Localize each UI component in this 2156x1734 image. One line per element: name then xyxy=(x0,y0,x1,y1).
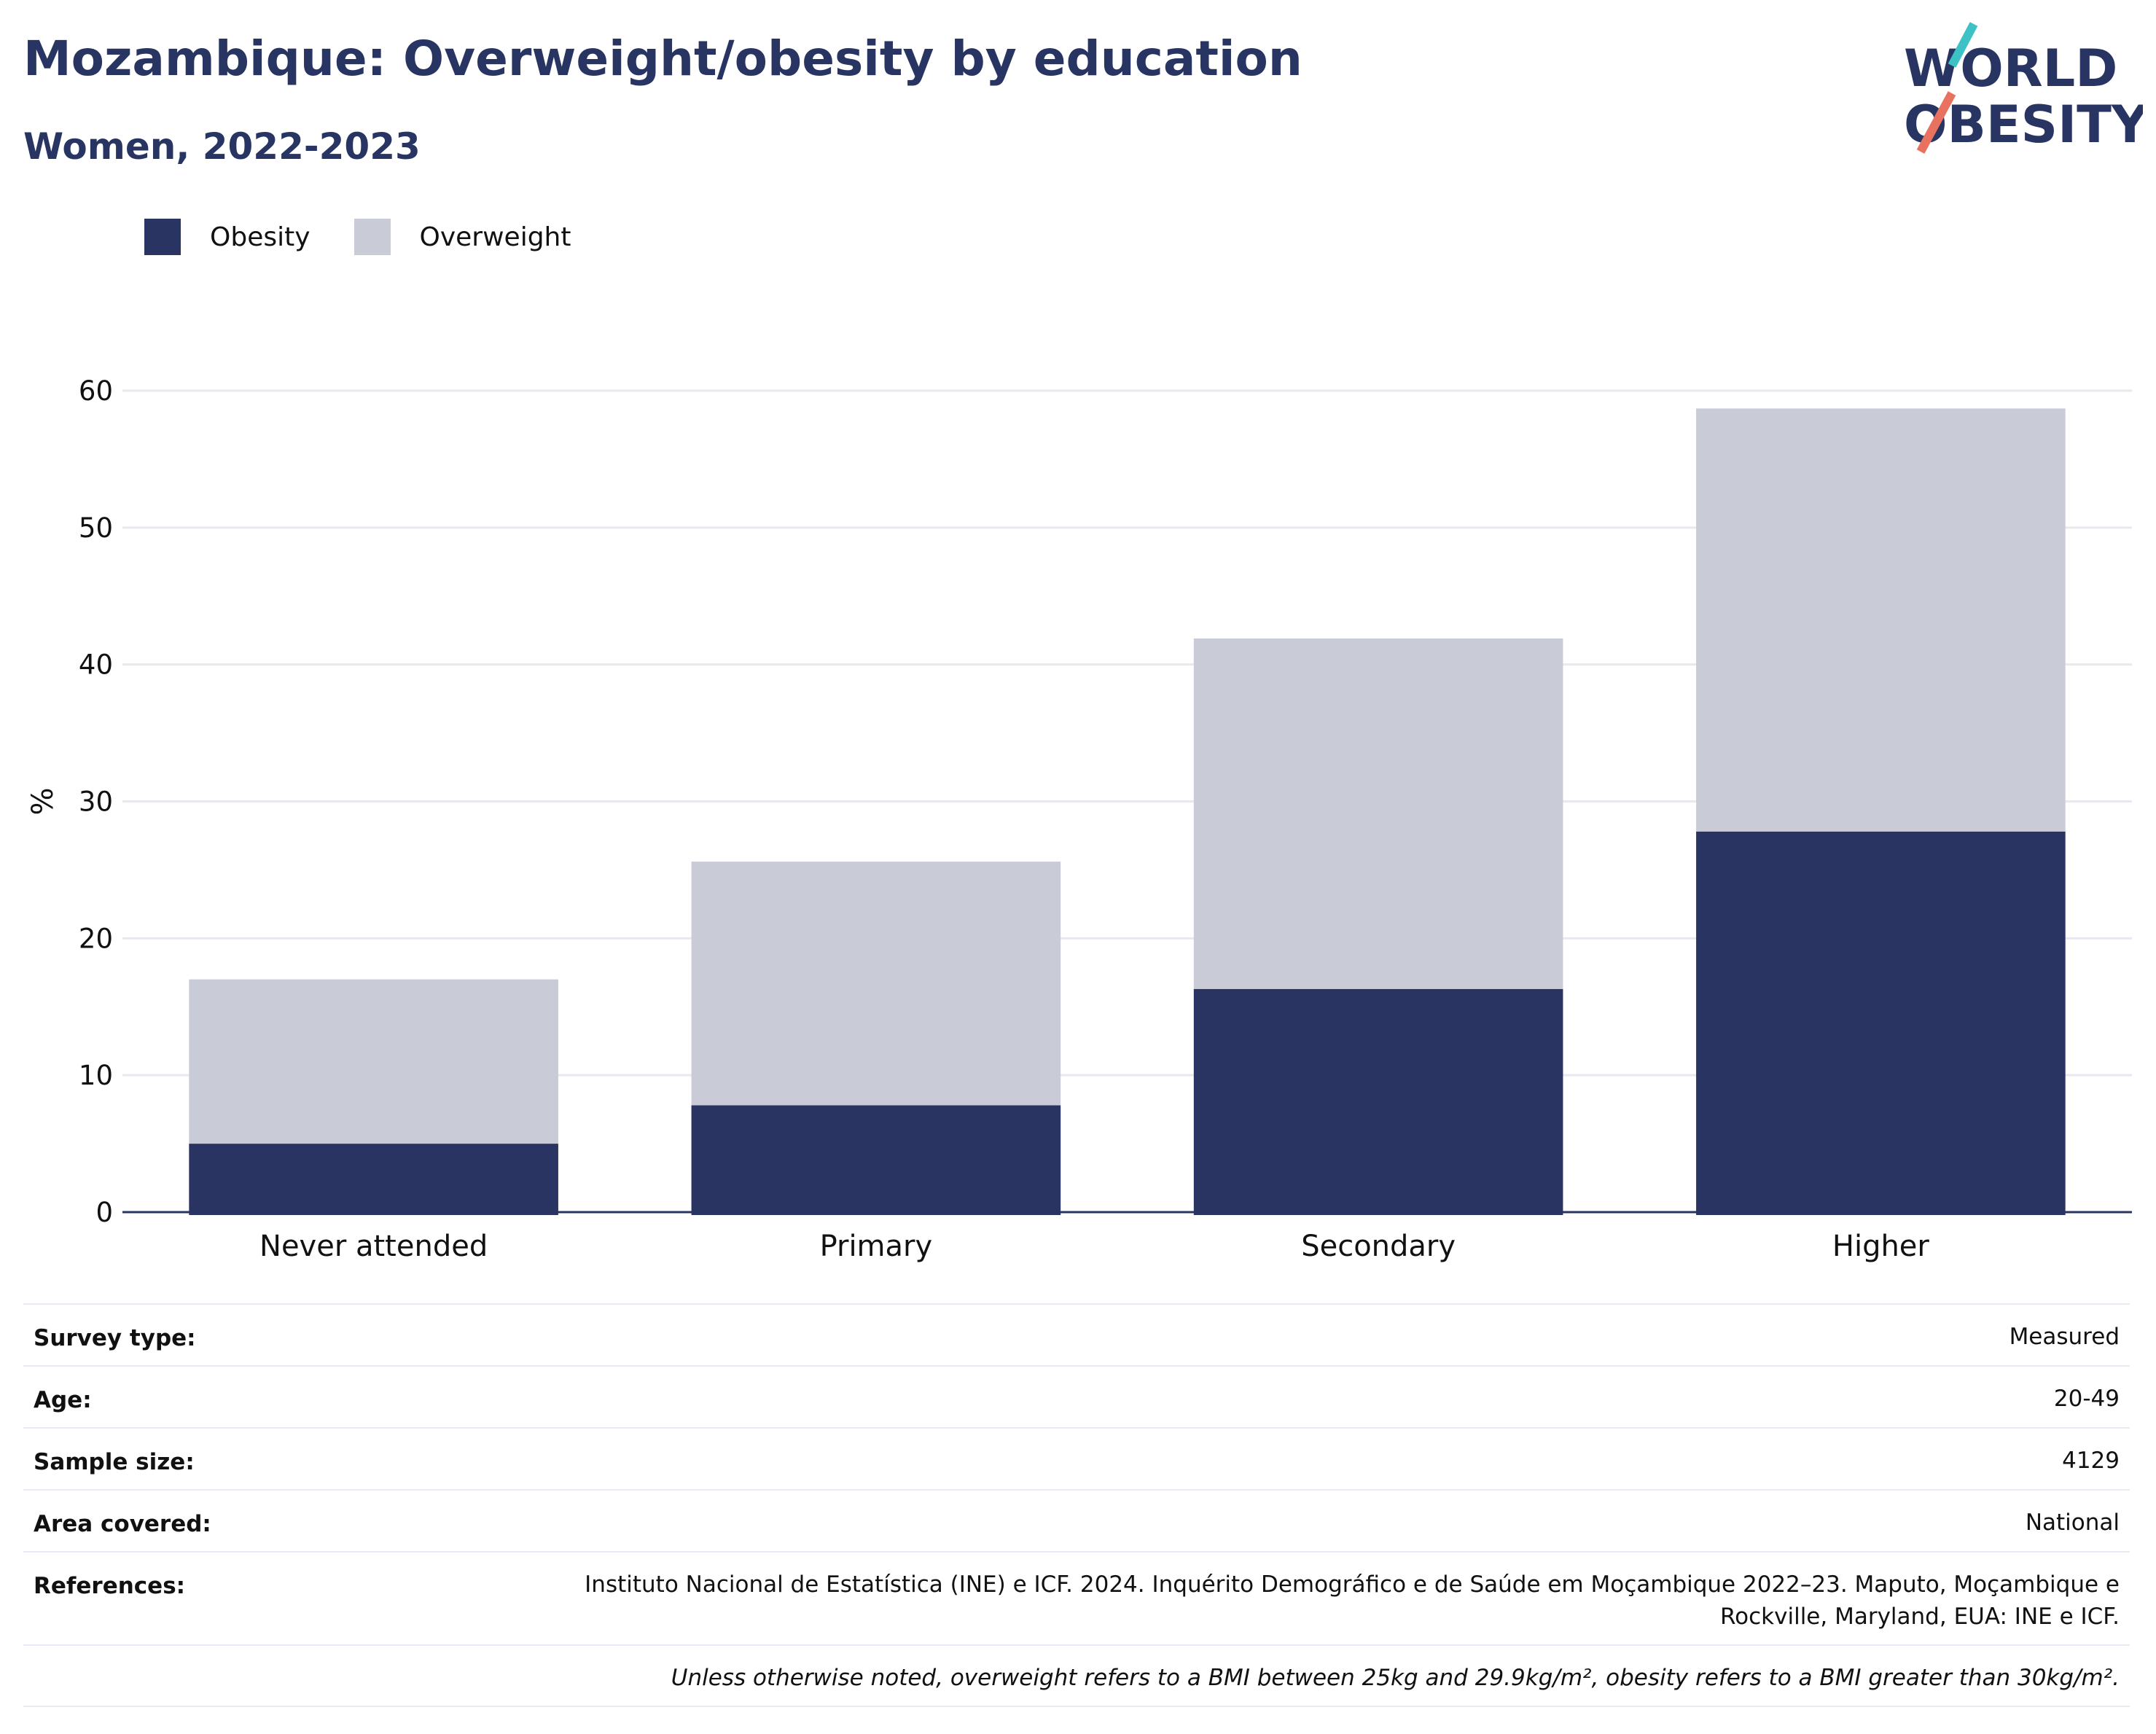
bar-overweight-higher xyxy=(1696,408,2066,832)
bar-chart: 0 10 20 30 40 50 60% Never attended Primary Secon… xyxy=(26,375,2132,1263)
bar-obesity-never-attended xyxy=(189,1144,558,1215)
meta-value: 4129 xyxy=(2062,1448,2120,1474)
meta-label: References: xyxy=(34,1573,186,1599)
y-tick-label: 30 xyxy=(79,786,113,818)
legend-swatch-obesity xyxy=(144,219,181,255)
meta-label: Age: xyxy=(34,1387,92,1413)
legend-item-overweight[interactable]: Overweight xyxy=(354,219,571,255)
legend-label-obesity: Obesity xyxy=(210,222,310,252)
chart-subtitle: Women, 2022-2023 xyxy=(23,125,421,168)
y-tick-label: 0 xyxy=(95,1197,113,1228)
bar-overweight-primary xyxy=(691,862,1061,1106)
meta-label: Sample size: xyxy=(34,1449,195,1475)
meta-value: 20-49 xyxy=(2053,1386,2120,1412)
y-tick-label: 60 xyxy=(79,375,113,407)
meta-label: Survey type: xyxy=(34,1325,196,1351)
x-tick-label: Primary xyxy=(820,1230,933,1263)
bar-obesity-primary xyxy=(691,1105,1061,1215)
y-tick-label: 20 xyxy=(79,923,113,954)
y-axis-label: % xyxy=(26,787,60,815)
bar-overweight-secondary xyxy=(1193,638,1563,989)
chart-title: Mozambique: Overweight/obesity by educat… xyxy=(23,31,1302,87)
definition-note: Unless otherwise noted, overweight refer… xyxy=(23,1644,2130,1707)
logo-slash-teal xyxy=(1948,22,1978,68)
bar-obesity-higher xyxy=(1696,831,2066,1215)
meta-label: Area covered: xyxy=(34,1511,211,1537)
bar-overweight-never-attended xyxy=(189,979,558,1144)
references-text: Instituto Nacional de Estatística (INE) … xyxy=(585,1571,2120,1630)
legend: Obesity Overweight xyxy=(144,219,614,255)
legend-swatch-overweight xyxy=(354,219,391,255)
y-tick-label: 10 xyxy=(79,1060,113,1091)
legend-label-overweight: Overweight xyxy=(419,222,571,252)
meta-row-area-covered: Area covered: National xyxy=(23,1489,2130,1551)
y-tick-label: 40 xyxy=(79,649,113,681)
meta-row-references: References: Instituto Nacional de Estatí… xyxy=(23,1551,2130,1644)
meta-row-age: Age: 20-49 xyxy=(23,1365,2130,1427)
survey-metadata-table: Survey type: Measured Age: 20-49 Sample … xyxy=(23,1303,2130,1707)
legend-item-obesity[interactable]: Obesity xyxy=(144,219,310,255)
x-tick-label: Never attended xyxy=(259,1230,488,1263)
logo-slash-coral xyxy=(1916,91,1956,154)
meta-row-sample-size: Sample size: 4129 xyxy=(23,1427,2130,1489)
y-tick-label: 50 xyxy=(79,512,113,544)
meta-value: Measured xyxy=(2009,1324,2120,1350)
bar-obesity-secondary xyxy=(1193,988,1563,1215)
world-obesity-logo: WORLD OBESITY xyxy=(1904,22,2143,155)
x-tick-label: Higher xyxy=(1832,1230,1930,1263)
x-tick-label: Secondary xyxy=(1301,1230,1456,1263)
logo-text-world: WORLD xyxy=(1904,39,2117,98)
meta-row-survey-type: Survey type: Measured xyxy=(23,1303,2130,1365)
meta-value: National xyxy=(2025,1510,2120,1536)
